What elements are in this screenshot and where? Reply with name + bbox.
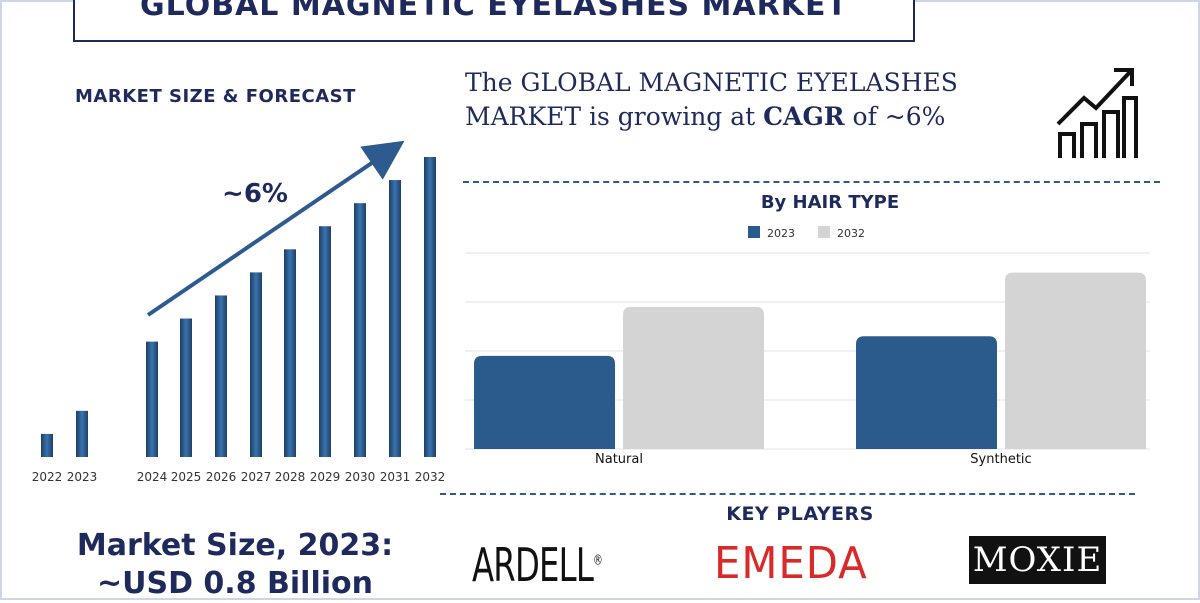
- forecast-tick-label: 2024: [137, 470, 168, 484]
- headline-prefix: The GLOBAL MAGNETIC EYELASHES MARKET is …: [465, 68, 958, 131]
- key-players-title: KEY PLAYERS: [726, 503, 874, 525]
- headline: The GLOBAL MAGNETIC EYELASHES MARKET is …: [465, 66, 1025, 134]
- title-banner: GLOBAL MAGNETIC EYELASHES MARKET: [73, 0, 915, 42]
- ardell-logo-text: ARDELL: [472, 538, 594, 592]
- forecast-bar-2027: [250, 272, 262, 457]
- hair-bar-Synthetic-2032: [1005, 272, 1146, 449]
- legend-swatch-2032: [818, 226, 830, 238]
- forecast-bar-2024: [146, 341, 158, 457]
- forecast-tick-label: 2031: [380, 470, 411, 484]
- forecast-tick-label: 2029: [310, 470, 341, 484]
- forecast-tick-label: 2025: [171, 470, 202, 484]
- hair-bar-Natural-2023: [474, 355, 615, 449]
- forecast-tick-label: 2030: [345, 470, 376, 484]
- hair-category-label: Natural: [595, 452, 643, 467]
- hair-bar-Natural-2032: [623, 306, 764, 449]
- growth-arrow: [146, 140, 405, 317]
- hair-type-chart-title: By HAIR TYPE: [760, 192, 900, 213]
- moxie-logo-text: MOXIE: [972, 540, 1103, 580]
- emeda-logo: EMEDA: [714, 538, 868, 589]
- forecast-tick-label: 2022: [32, 470, 63, 484]
- forecast-tick-label: 2028: [275, 470, 306, 484]
- hair-bar-Synthetic-2023: [856, 336, 997, 449]
- legend-swatch-2023: [748, 226, 760, 238]
- forecast-bar-2022: [41, 433, 53, 457]
- divider-top: [463, 181, 1160, 183]
- forecast-bar-2032: [424, 157, 436, 457]
- market-size-text: Market Size, 2023: ~USD 0.8 Billion: [25, 527, 445, 603]
- forecast-tick-label: 2027: [241, 470, 272, 484]
- forecast-bar-2031: [389, 180, 401, 458]
- moxie-logo: MOXIE: [969, 536, 1106, 584]
- forecast-subtitle: MARKET SIZE & FORECAST: [75, 86, 356, 107]
- ardell-logo: ARDELL®: [472, 538, 603, 592]
- growth-label: ~6%: [222, 179, 288, 209]
- legend-label-2032: 2032: [837, 227, 865, 240]
- bar-chart-trend-up-icon: [1056, 68, 1138, 158]
- hair-category-label: Synthetic: [970, 452, 1031, 467]
- forecast-chart: 2022 2023 2024 2025 2026 2027 2028 2029 2030 2031…: [32, 140, 446, 484]
- market-size-line2: ~USD 0.8 Billion: [96, 566, 373, 601]
- forecast-bar-2029: [319, 226, 331, 457]
- forecast-tick-label: 2026: [206, 470, 237, 484]
- page-title: GLOBAL MAGNETIC EYELASHES MARKET: [140, 0, 848, 23]
- legend-label-2023: 2023: [767, 227, 795, 240]
- market-size-line1: Market Size, 2023:: [76, 528, 394, 563]
- forecast-tick-label: 2032: [415, 470, 446, 484]
- hair-type-chart: 2023 2032 Natural Synthetic: [465, 226, 1150, 467]
- headline-suffix: of ~6%: [844, 102, 946, 131]
- divider-bottom: [440, 493, 1135, 495]
- forecast-tick-label: 2023: [67, 470, 98, 484]
- forecast-bar-2026: [215, 295, 227, 457]
- headline-bold: CAGR: [763, 102, 845, 131]
- forecast-bar-2023: [76, 410, 88, 457]
- emeda-logo-text: EMEDA: [714, 538, 868, 589]
- forecast-bar-2028: [284, 249, 296, 457]
- forecast-bar-2025: [180, 318, 192, 457]
- forecast-bar-2030: [354, 203, 366, 457]
